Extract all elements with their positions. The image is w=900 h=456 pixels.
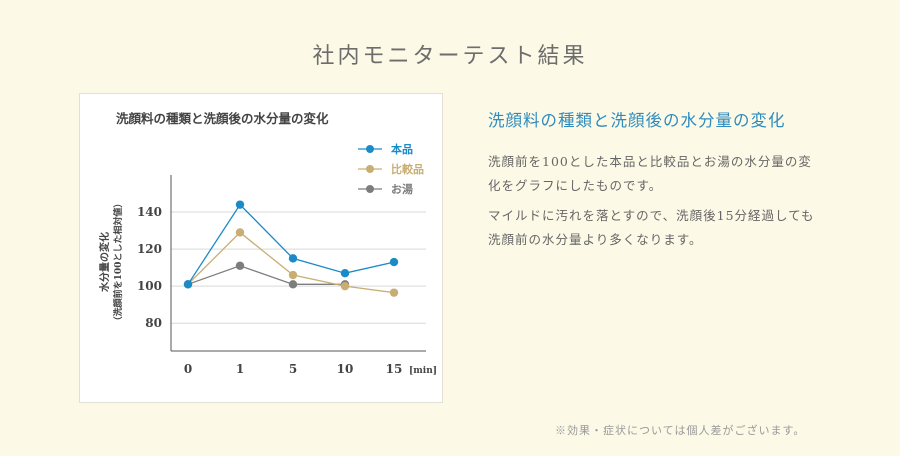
x-tick-label: 15: [386, 362, 403, 376]
chart-title: 洗顔料の種類と洗顔後の水分量の変化: [116, 111, 329, 126]
y-axis-sublabel: （洗顔前を100とした相対値）: [112, 199, 124, 326]
data-point: [288, 280, 298, 289]
disclaimer-note: ※効果・症状については個人差がございます。: [555, 424, 806, 437]
legend-marker: [366, 185, 374, 193]
legend-label: お湯: [391, 182, 413, 196]
y-axis-label: 水分量の変化: [98, 232, 111, 293]
section-heading: 洗顔料の種類と洗顔後の水分量の変化: [488, 111, 786, 130]
data-point: [288, 254, 298, 263]
x-axis-unit: [min]: [409, 366, 437, 376]
legend-marker: [366, 145, 374, 153]
description-paragraph-2: マイルドに汚れを落とすので、洗顔後15分経過しても洗顔前の水分量より多くなります…: [488, 208, 815, 247]
y-tick-label: 120: [137, 242, 162, 256]
data-point: [183, 280, 193, 289]
description-paragraph-1: 洗顔前を100とした本品と比較品とお湯の水分量の変化をグラフにしたものです。: [488, 154, 812, 193]
series-line: [187, 265, 345, 285]
legend-label: 本品: [391, 142, 413, 156]
data-point: [235, 228, 245, 237]
x-tick-label: 0: [184, 362, 192, 376]
data-point: [389, 257, 399, 267]
x-tick-labels: 0 1 5 10 15: [184, 362, 403, 376]
y-tick-label: 100: [137, 279, 162, 293]
grid-lines: [171, 211, 426, 324]
x-tick-label: 5: [289, 362, 297, 376]
series-lines: [183, 200, 399, 297]
page-title: 社内モニターテスト結果: [312, 44, 588, 69]
data-point: [340, 281, 350, 291]
data-point: [288, 270, 298, 280]
data-point: [389, 288, 399, 297]
y-tick-label: 80: [145, 316, 162, 330]
data-point: [235, 261, 245, 270]
x-tick-label: 1: [236, 362, 244, 376]
legend-marker: [366, 165, 374, 173]
chart-card: 洗顔料の種類と洗顔後の水分量の変化 80 100 120 140 0 1 5 10 15 [m…: [79, 93, 443, 403]
y-tick-labels: 80 100 120 140: [137, 205, 162, 330]
y-tick-label: 140: [137, 205, 162, 219]
legend-label: 比較品: [391, 162, 424, 176]
data-point: [235, 200, 245, 209]
data-point: [340, 268, 350, 278]
x-tick-label: 10: [337, 362, 354, 376]
